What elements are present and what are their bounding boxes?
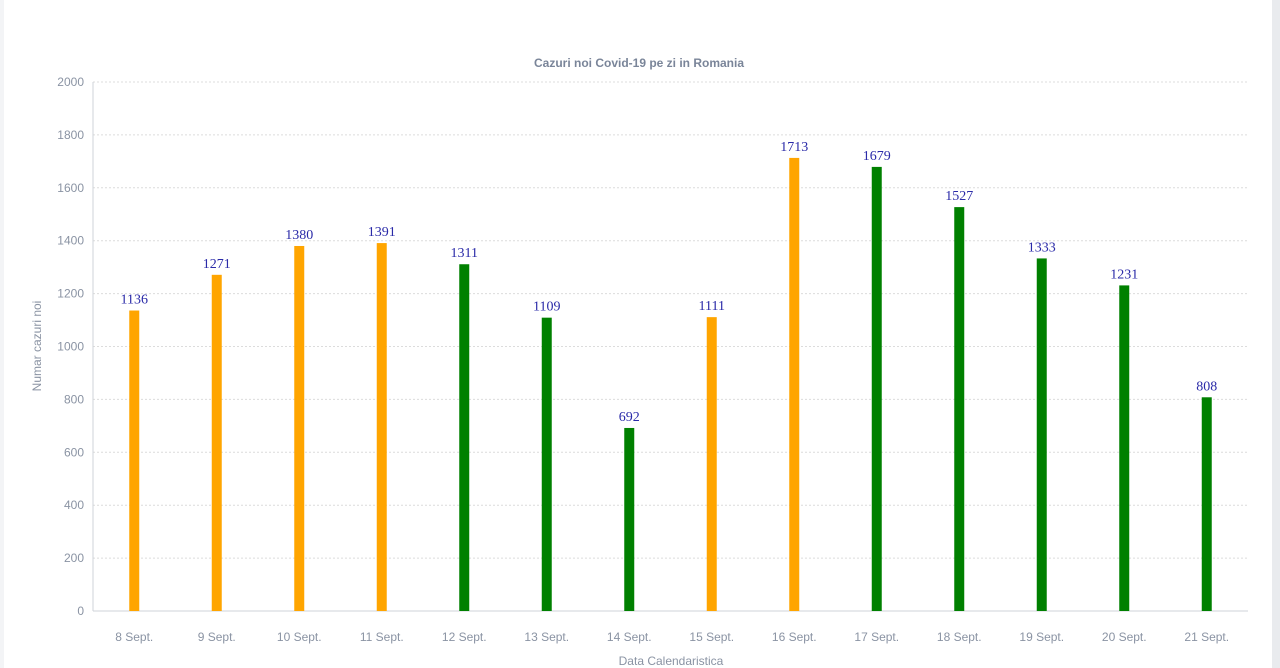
y-axis-label: Numar cazuri noi — [30, 301, 44, 392]
x-tick-label: 8 Sept. — [115, 630, 153, 644]
data-label: 1333 — [1028, 240, 1056, 255]
x-tick-label: 9 Sept. — [198, 630, 236, 644]
x-tick-label: 13 Sept. — [524, 630, 569, 644]
y-tick-label: 600 — [64, 445, 84, 459]
bar — [459, 264, 469, 611]
x-axis-label: Data Calendaristica — [619, 654, 724, 668]
data-label: 808 — [1196, 379, 1217, 394]
y-tick-label: 200 — [64, 551, 84, 565]
data-label: 1713 — [780, 140, 808, 155]
bar — [1202, 397, 1212, 611]
bar — [129, 311, 139, 611]
y-tick-label: 0 — [77, 604, 84, 618]
bar — [789, 158, 799, 611]
bar — [294, 246, 304, 611]
x-tick-label: 16 Sept. — [772, 630, 817, 644]
x-tick-label: 10 Sept. — [277, 630, 322, 644]
bar — [212, 275, 222, 611]
x-tick-label: 14 Sept. — [607, 630, 652, 644]
data-label: 1679 — [863, 149, 891, 164]
data-label: 1136 — [121, 293, 148, 308]
bar — [954, 207, 964, 611]
data-labels: 1136 1271 1380 1391 1311 1109 692 1111 1713 1679 1… — [121, 140, 1218, 425]
bar — [624, 428, 634, 611]
data-label: 1391 — [368, 225, 396, 240]
y-tick-label: 800 — [64, 392, 84, 406]
data-label: 1311 — [451, 246, 478, 261]
data-label: 1231 — [1110, 267, 1138, 282]
x-tick-label: 15 Sept. — [689, 630, 734, 644]
x-tick-label: 18 Sept. — [937, 630, 982, 644]
chart-title: Cazuri noi Covid-19 pe zi in Romania — [534, 56, 744, 70]
data-label: 692 — [619, 410, 640, 425]
x-tick-label: 11 Sept. — [360, 630, 404, 644]
x-tick-labels: 8 Sept. 9 Sept. 10 Sept. 11 Sept. 12 Sept. 13… — [115, 630, 1229, 644]
bar — [542, 318, 552, 611]
y-tick-label: 1000 — [57, 340, 84, 354]
data-label: 1109 — [533, 300, 560, 315]
grid-lines — [93, 82, 1248, 558]
y-tick-label: 400 — [64, 498, 84, 512]
data-label: 1380 — [285, 228, 313, 243]
data-label: 1111 — [699, 299, 725, 314]
x-tick-label: 21 Sept. — [1184, 630, 1229, 644]
bars — [129, 158, 1212, 611]
bar — [707, 317, 717, 611]
x-tick-label: 12 Sept. — [442, 630, 487, 644]
bar-chart: 1136 1271 1380 1391 1311 1109 692 1111 1713 1679 1… — [0, 0, 1280, 668]
bar — [377, 243, 387, 611]
x-tick-label: 17 Sept. — [854, 630, 899, 644]
data-label: 1271 — [203, 257, 231, 272]
x-tick-label: 19 Sept. — [1019, 630, 1064, 644]
bar — [872, 167, 882, 611]
y-tick-label: 1800 — [57, 128, 84, 142]
y-tick-label: 1200 — [57, 287, 84, 301]
x-tick-label: 20 Sept. — [1102, 630, 1147, 644]
data-label: 1527 — [945, 189, 973, 204]
bar — [1037, 258, 1047, 611]
y-tick-label: 1400 — [57, 234, 84, 248]
y-tick-label: 2000 — [57, 75, 84, 89]
y-tick-labels: 0 200 400 600 800 1000 1200 1400 1600 1800 2000 — [57, 75, 84, 618]
bar — [1119, 285, 1129, 611]
y-tick-label: 1600 — [57, 181, 84, 195]
